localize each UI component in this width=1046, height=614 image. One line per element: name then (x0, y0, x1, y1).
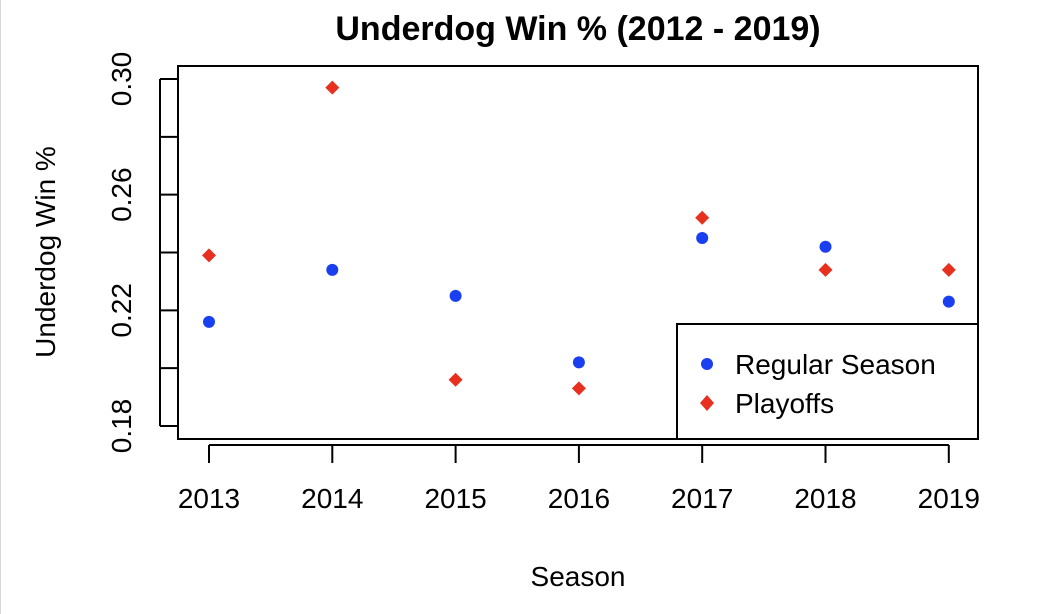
data-points (202, 80, 956, 396)
legend-box (676, 323, 979, 440)
chart-title: Underdog Win % (2012 - 2019) (335, 10, 820, 48)
point-playoffs-2013 (202, 248, 216, 263)
y-tick-label: 0.26 (106, 167, 137, 222)
x-axis-label: Season (531, 561, 626, 592)
point-regular-season-2017 (696, 232, 709, 245)
legend-label-regular-season: Regular Season (735, 349, 936, 380)
point-playoffs-2019 (941, 262, 956, 277)
point-regular-season-2019 (942, 295, 955, 308)
point-regular-season-2015 (449, 289, 462, 302)
x-tick-label: 2018 (794, 483, 856, 514)
y-tick-label: 0.22 (106, 283, 137, 338)
y-axis: 0.18 0.22 0.26 0.30 (106, 52, 178, 454)
x-tick-label: 2013 (178, 483, 240, 514)
legend-marker-playoffs (700, 395, 714, 411)
point-playoffs-2016 (571, 381, 586, 396)
point-regular-season-2013 (203, 315, 215, 328)
legend: Regular Season Playoffs (676, 323, 979, 440)
legend-marker-regular-season (701, 358, 713, 370)
point-playoffs-2018 (818, 262, 833, 277)
x-axis: 2013 2014 2015 2016 2017 2018 2019 (178, 444, 980, 514)
x-tick-label: 2016 (548, 483, 610, 514)
legend-label-playoffs: Playoffs (735, 388, 834, 419)
point-playoffs-2017 (695, 210, 710, 225)
y-axis-label: Underdog Win % (30, 146, 61, 358)
y-tick-label: 0.18 (106, 399, 137, 454)
point-regular-season-2018 (819, 240, 832, 253)
point-playoffs-2015 (448, 372, 463, 387)
x-tick-label: 2019 (918, 483, 980, 514)
x-tick-label: 2017 (671, 483, 733, 514)
point-regular-season-2016 (572, 356, 585, 369)
point-regular-season-2014 (326, 263, 339, 276)
y-tick-label: 0.30 (106, 52, 137, 107)
point-playoffs-2014 (325, 80, 340, 95)
x-tick-label: 2015 (424, 483, 486, 514)
x-tick-label: 2014 (301, 483, 363, 514)
